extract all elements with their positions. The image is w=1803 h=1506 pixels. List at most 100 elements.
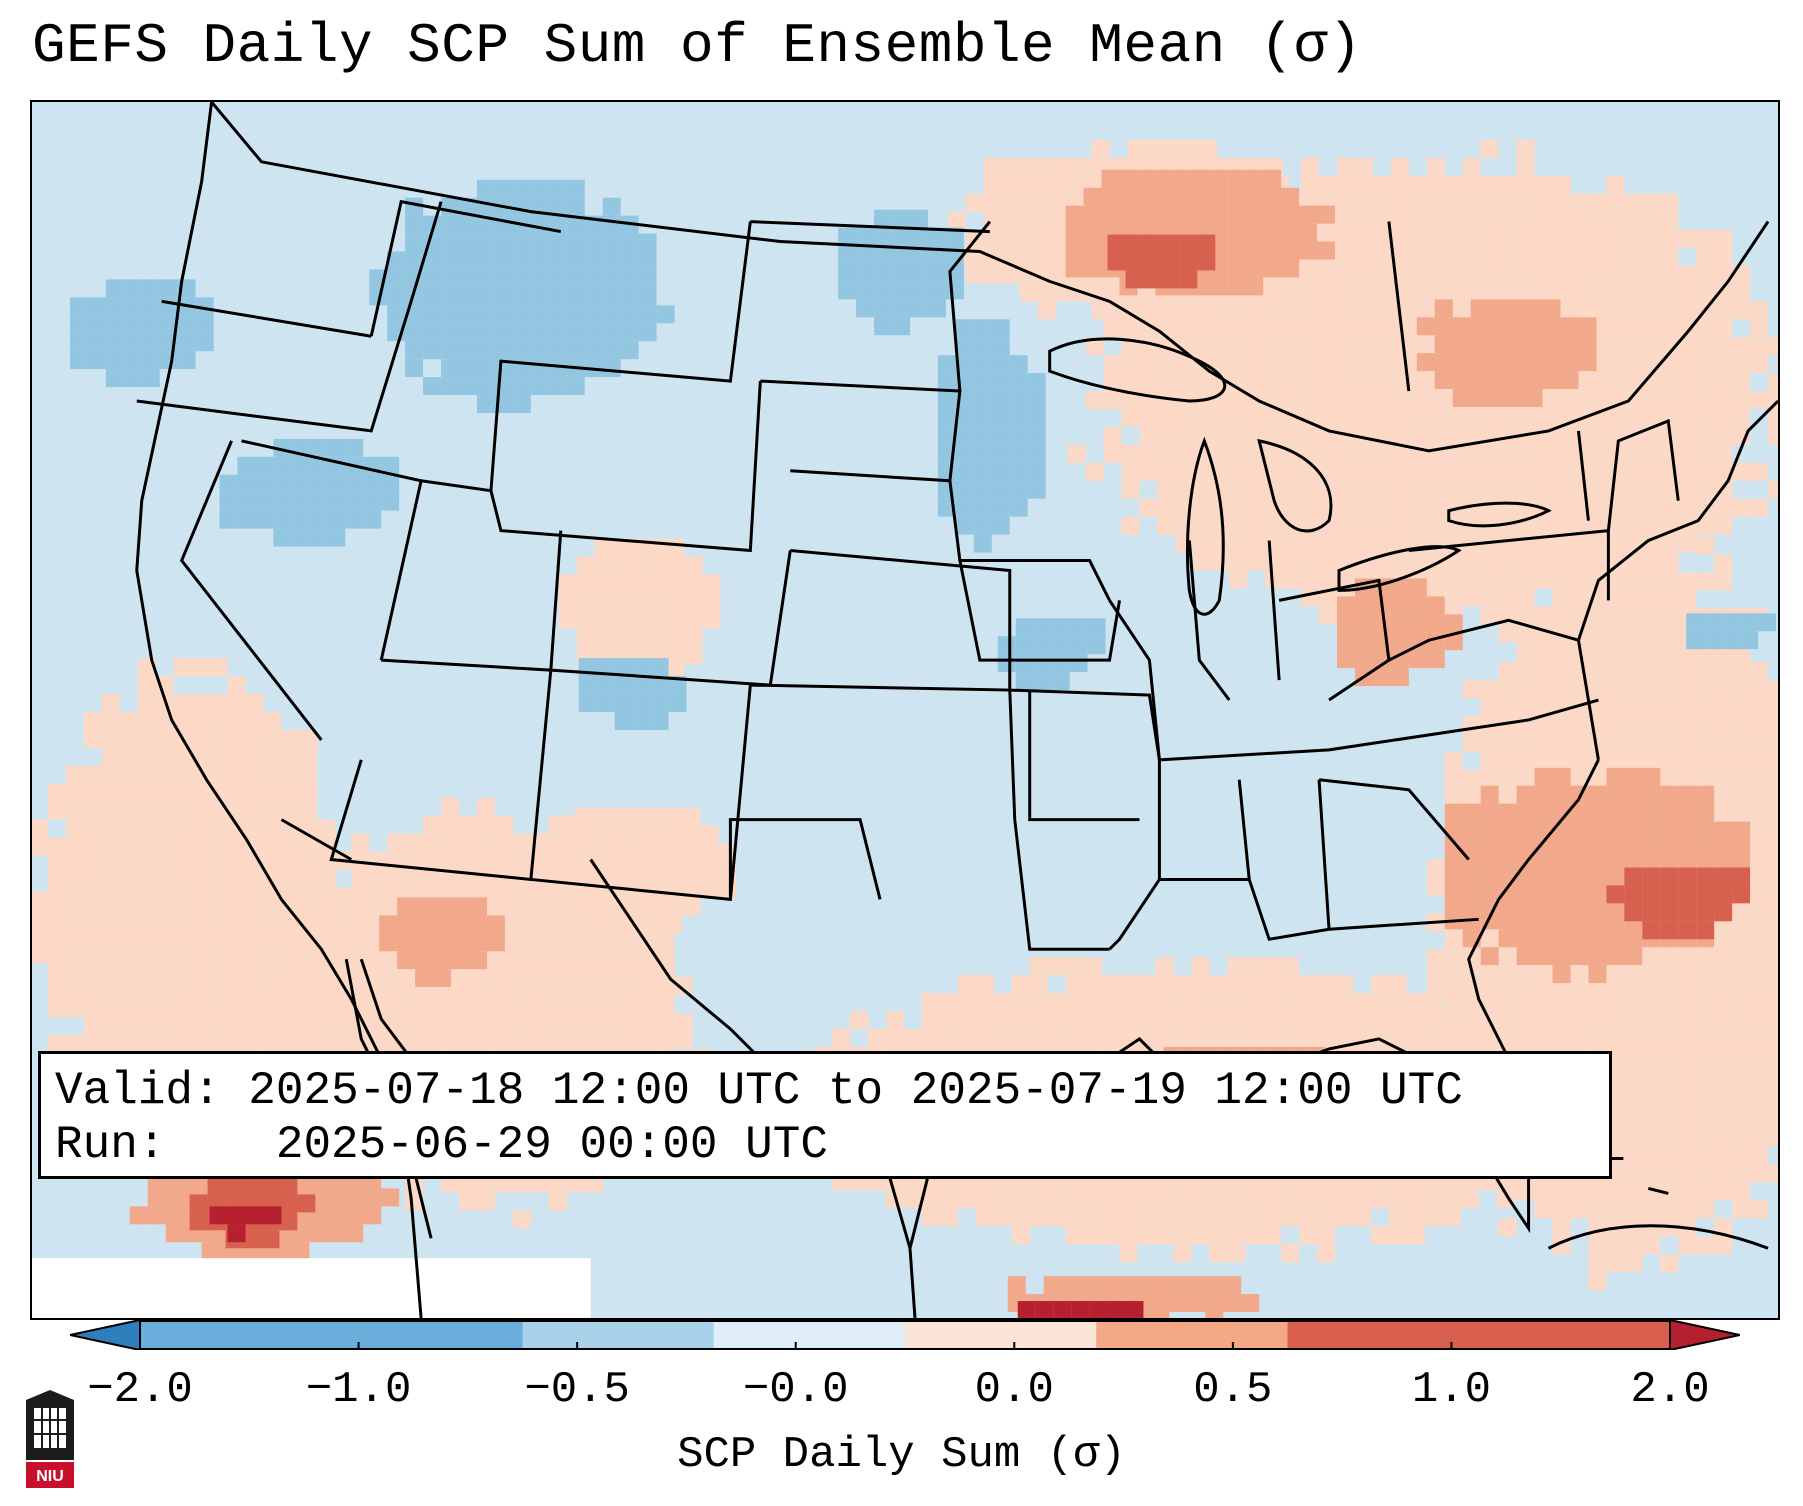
anomaly-cell	[468, 933, 487, 952]
anomaly-cell	[1588, 893, 1607, 912]
anomaly-cell	[1606, 247, 1625, 266]
anomaly-cell	[1660, 662, 1679, 681]
anomaly-cell	[620, 305, 639, 324]
anomaly-cell	[512, 323, 531, 342]
anomaly-cell	[1542, 299, 1561, 318]
anomaly-cell	[1560, 335, 1579, 354]
anomaly-cell	[1390, 337, 1409, 356]
anomaly-cell	[1750, 462, 1769, 481]
anomaly-cell	[1624, 662, 1643, 681]
anomaly-cell	[1750, 1146, 1769, 1165]
anomaly-cell	[1301, 391, 1320, 409]
anomaly-cell	[441, 995, 460, 1014]
anomaly-cell	[1642, 211, 1661, 230]
anomaly-cell	[838, 245, 857, 264]
anomaly-cell	[638, 287, 657, 306]
anomaly-cell	[1750, 301, 1769, 320]
anomaly-cell	[1624, 301, 1643, 320]
anomaly-cell	[1560, 371, 1579, 390]
anomaly-cell	[674, 977, 693, 996]
anomaly-cell	[512, 341, 531, 360]
anomaly-cell	[1606, 911, 1625, 930]
anomaly-cell	[1660, 1003, 1679, 1021]
anomaly-cell	[1696, 1038, 1715, 1057]
anomaly-cell	[83, 765, 102, 784]
anomaly-cell	[1696, 1182, 1715, 1201]
anomaly-cell	[1247, 516, 1266, 535]
anomaly-cell	[1552, 426, 1571, 445]
anomaly-cell	[1588, 518, 1607, 537]
anomaly-cell	[137, 1016, 156, 1035]
anomaly-cell	[1247, 552, 1266, 571]
anomaly-cell	[369, 1013, 388, 1031]
anomaly-cell	[1460, 1028, 1479, 1047]
anomaly-cell	[558, 574, 577, 593]
anomaly-cell	[433, 969, 452, 988]
anomaly-cell	[1055, 175, 1074, 194]
anomaly-cell	[1444, 857, 1463, 876]
anomaly-cell	[1245, 223, 1264, 242]
anomaly-cell	[309, 528, 328, 547]
anomaly-cell	[1408, 462, 1427, 481]
anomaly-cell	[1337, 211, 1355, 230]
anomaly-cell	[1750, 1056, 1769, 1075]
anomaly-cell	[993, 1190, 1012, 1209]
anomaly-cell	[1732, 391, 1751, 409]
anomaly-cell	[345, 492, 364, 511]
anomaly-cell	[1470, 371, 1489, 390]
anomaly-cell	[1506, 299, 1525, 318]
anomaly-cell	[441, 215, 460, 234]
anomaly-cell	[1750, 859, 1769, 878]
anomaly-cell	[1175, 426, 1194, 445]
anomaly-cell	[1624, 498, 1643, 517]
anomaly-cell	[1372, 480, 1391, 499]
anomaly-cell	[1299, 993, 1318, 1012]
anomaly-cell	[191, 963, 210, 982]
anomaly-cell	[1227, 1028, 1246, 1047]
anomaly-cell	[1714, 319, 1733, 338]
anomaly-cell	[1750, 1128, 1769, 1147]
anomaly-cell	[1119, 1226, 1138, 1245]
anomaly-cell	[1163, 139, 1182, 158]
anomaly-cell	[1408, 247, 1427, 266]
anomaly-cell	[405, 341, 424, 360]
anomaly-cell	[1209, 1208, 1228, 1227]
anomaly-cell	[1552, 893, 1571, 912]
anomaly-cell	[209, 747, 228, 766]
lake-michigan	[1185, 436, 1225, 616]
anomaly-cell	[1319, 283, 1338, 302]
anomaly-cell	[1462, 498, 1481, 517]
anomaly-cell	[1678, 1200, 1697, 1219]
anomaly-cell	[476, 233, 495, 252]
anomaly-cell	[1055, 157, 1074, 176]
anomaly-cell	[1337, 426, 1355, 445]
anomaly-cell	[1624, 265, 1643, 284]
anomaly-cell	[1408, 614, 1427, 633]
anomaly-cell	[191, 981, 210, 1000]
anomaly-cell	[1722, 631, 1741, 650]
anomaly-cell	[1119, 993, 1138, 1012]
anomaly-cell	[1624, 391, 1643, 409]
anomaly-cell	[1660, 839, 1679, 858]
anomaly-cell	[1696, 785, 1715, 804]
anomaly-cell	[1660, 265, 1679, 284]
anomaly-cell	[1606, 1254, 1625, 1273]
anomaly-cell	[309, 456, 328, 475]
anomaly-cell	[476, 1192, 495, 1211]
anomaly-cell	[1480, 803, 1499, 822]
anomaly-cell	[1015, 618, 1034, 637]
anomaly-cell	[904, 1190, 922, 1209]
anomaly-cell	[1175, 462, 1194, 481]
anomaly-cell	[476, 341, 495, 360]
anomaly-cell	[1317, 1226, 1336, 1245]
anomaly-cell	[620, 269, 639, 288]
anomaly-cell	[327, 1206, 346, 1225]
anomaly-cell	[612, 556, 631, 575]
anomaly-cell	[1552, 516, 1571, 535]
anomaly-cell	[1408, 301, 1427, 320]
anomaly-cell	[1388, 993, 1407, 1012]
anomaly-cell	[1211, 552, 1230, 571]
anomaly-cell	[1426, 480, 1445, 499]
anomaly-cell	[1498, 839, 1517, 858]
anomaly-cell	[1696, 751, 1715, 770]
